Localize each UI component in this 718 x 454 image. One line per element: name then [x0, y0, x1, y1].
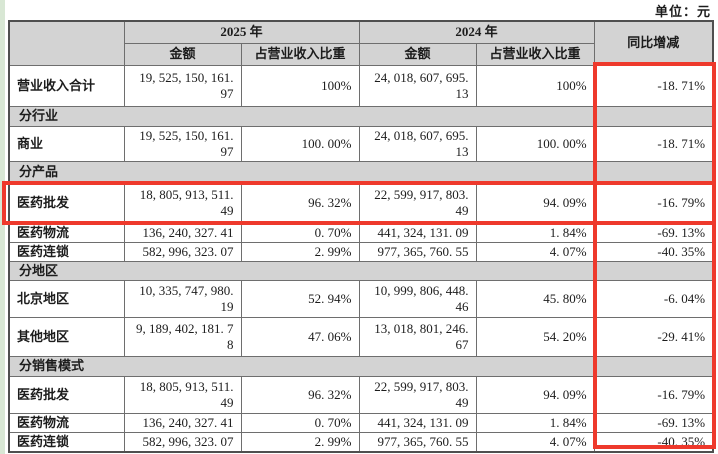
cell-share-2024: 100. 00% [475, 125, 595, 162]
header-yoy: 同比增减 [593, 20, 714, 66]
cell-amount-2025: 136, 240, 327. 41 [123, 412, 242, 433]
cell-label: 医药物流 [8, 222, 125, 243]
section-header: 分地区 [8, 260, 714, 281]
section-header: 分产品 [8, 160, 714, 183]
section-by-region: 分地区 [8, 260, 714, 281]
row-pharma-chain: 医药连锁 582, 996, 323. 07 2. 99% 977, 365, … [8, 241, 714, 262]
header-amount-2024: 金额 [358, 42, 477, 66]
cell-yoy: -6. 04% [593, 279, 714, 318]
header-row-measures: 金额 占营业收入比重 金额 占营业收入比重 [9, 42, 713, 66]
cell-label: 营业收入合计 [8, 64, 125, 107]
cell-label: 商业 [8, 125, 125, 162]
cell-share-2024: 4. 07% [475, 431, 595, 452]
cell-amount-2025: 18, 805, 913, 511. 49 [123, 181, 242, 224]
cell-amount-2025: 19, 525, 150, 161. 97 [123, 64, 242, 107]
unit-label: 单位：元 [654, 4, 711, 19]
cell-label: 医药连锁 [8, 431, 125, 452]
cell-share-2025: 2. 99% [240, 431, 360, 452]
section-header: 分销售模式 [8, 355, 714, 377]
row-pharma-wholesale: 医药批发 18, 805, 913, 511. 49 96. 32% 22, 5… [8, 181, 714, 224]
cell-amount-2024: 441, 324, 131. 09 [358, 222, 477, 243]
cell-share-2024: 100% [475, 64, 595, 107]
row-other-region: 其他地区 9, 189, 402, 181. 7 8 47. 06% 13, 0… [8, 316, 714, 357]
cell-amount-2025: 9, 189, 402, 181. 7 8 [123, 316, 242, 357]
cell-amount-2024: 13, 018, 801, 246. 67 [358, 316, 477, 357]
row-pharma-wholesale-2: 医药批发 18, 805, 913, 511. 49 96. 32% 22, 5… [8, 375, 714, 414]
cell-share-2024: 54. 20% [475, 316, 595, 357]
cell-amount-2025: 582, 996, 323. 07 [123, 431, 242, 452]
cell-amount-2024: 22, 599, 917, 803. 49 [358, 375, 477, 414]
row-commerce: 商业 19, 525, 150, 161. 97 100. 00% 24, 01… [8, 125, 714, 162]
cell-yoy: -29. 41% [593, 316, 714, 357]
cell-label: 北京地区 [8, 279, 125, 318]
header-share-2025: 占营业收入比重 [240, 42, 360, 66]
cell-yoy: -69. 13% [593, 222, 714, 243]
header-corner-cell [8, 20, 125, 66]
cell-share-2024: 94. 09% [475, 375, 595, 414]
cell-share-2025: 0. 70% [240, 412, 360, 433]
header-year-2025: 2025 年 [123, 20, 360, 44]
section-header: 分行业 [8, 105, 714, 127]
header-share-2024: 占营业收入比重 [475, 42, 595, 66]
cell-share-2024: 1. 84% [475, 412, 595, 433]
page-left-edge [0, 0, 5, 454]
cell-amount-2024: 441, 324, 131. 09 [358, 412, 477, 433]
cell-share-2024: 94. 09% [475, 181, 595, 224]
cell-label: 医药物流 [8, 412, 125, 433]
header-year-2024: 2024 年 [358, 20, 595, 44]
cell-amount-2025: 10, 335, 747, 980. 19 [123, 279, 242, 318]
cell-amount-2025: 19, 525, 150, 161. 97 [123, 125, 242, 162]
header-row-years: 2025 年 2024 年 同比增减 [8, 20, 714, 66]
cell-share-2025: 2. 99% [240, 241, 360, 262]
row-pharma-logistics: 医药物流 136, 240, 327. 41 0. 70% 441, 324, … [8, 222, 714, 243]
cell-share-2025: 52. 94% [240, 279, 360, 318]
cell-yoy: -18. 71% [593, 64, 714, 107]
row-beijing-region: 北京地区 10, 335, 747, 980. 19 52. 94% 10, 9… [8, 279, 714, 318]
section-by-product: 分产品 [8, 160, 714, 183]
cell-amount-2024: 24, 018, 607, 695. 13 [358, 125, 477, 162]
row-pharma-chain-2: 医药连锁 582, 996, 323. 07 2. 99% 977, 365, … [8, 431, 714, 452]
cell-amount-2024: 977, 365, 760. 55 [358, 241, 477, 262]
cell-amount-2024: 977, 365, 760. 55 [358, 431, 477, 452]
financial-table: 2025 年 2024 年 同比增减 金额 占营业收入比重 金额 占营业收入比重… [8, 20, 715, 453]
cell-yoy: -40. 35% [593, 241, 714, 262]
cell-share-2024: 45. 80% [475, 279, 595, 318]
cell-yoy: -16. 79% [593, 181, 714, 224]
cell-label: 医药连锁 [8, 241, 125, 262]
cell-amount-2025: 582, 996, 323. 07 [123, 241, 242, 262]
cell-amount-2024: 22, 599, 917, 803. 49 [358, 181, 477, 224]
cell-amount-2025: 18, 805, 913, 511. 49 [123, 375, 242, 414]
cell-share-2025: 96. 32% [240, 181, 360, 224]
cell-amount-2024: 10, 999, 806, 448. 46 [358, 279, 477, 318]
cell-share-2025: 100% [240, 64, 360, 107]
cell-label: 其他地区 [8, 316, 125, 357]
cell-yoy: -69. 13% [593, 412, 714, 433]
cell-share-2025: 100. 00% [240, 125, 360, 162]
cell-share-2025: 0. 70% [240, 222, 360, 243]
cell-label: 医药批发 [8, 181, 125, 224]
cell-yoy: -40. 35% [593, 431, 714, 452]
cell-yoy: -16. 79% [593, 375, 714, 414]
cell-yoy: -18. 71% [593, 125, 714, 162]
cell-share-2025: 47. 06% [240, 316, 360, 357]
section-by-sales-model: 分销售模式 [8, 355, 714, 377]
header-amount-2025: 金额 [123, 42, 242, 66]
row-total-revenue: 营业收入合计 19, 525, 150, 161. 97 100% 24, 01… [8, 64, 714, 107]
cell-share-2024: 4. 07% [475, 241, 595, 262]
cell-share-2024: 1. 84% [475, 222, 595, 243]
cell-label: 医药批发 [8, 375, 125, 414]
section-by-industry: 分行业 [8, 105, 714, 127]
cell-amount-2024: 24, 018, 607, 695. 13 [358, 64, 477, 107]
cell-share-2025: 96. 32% [240, 375, 360, 414]
row-pharma-logistics-2: 医药物流 136, 240, 327. 41 0. 70% 441, 324, … [8, 412, 714, 433]
cell-amount-2025: 136, 240, 327. 41 [123, 222, 242, 243]
